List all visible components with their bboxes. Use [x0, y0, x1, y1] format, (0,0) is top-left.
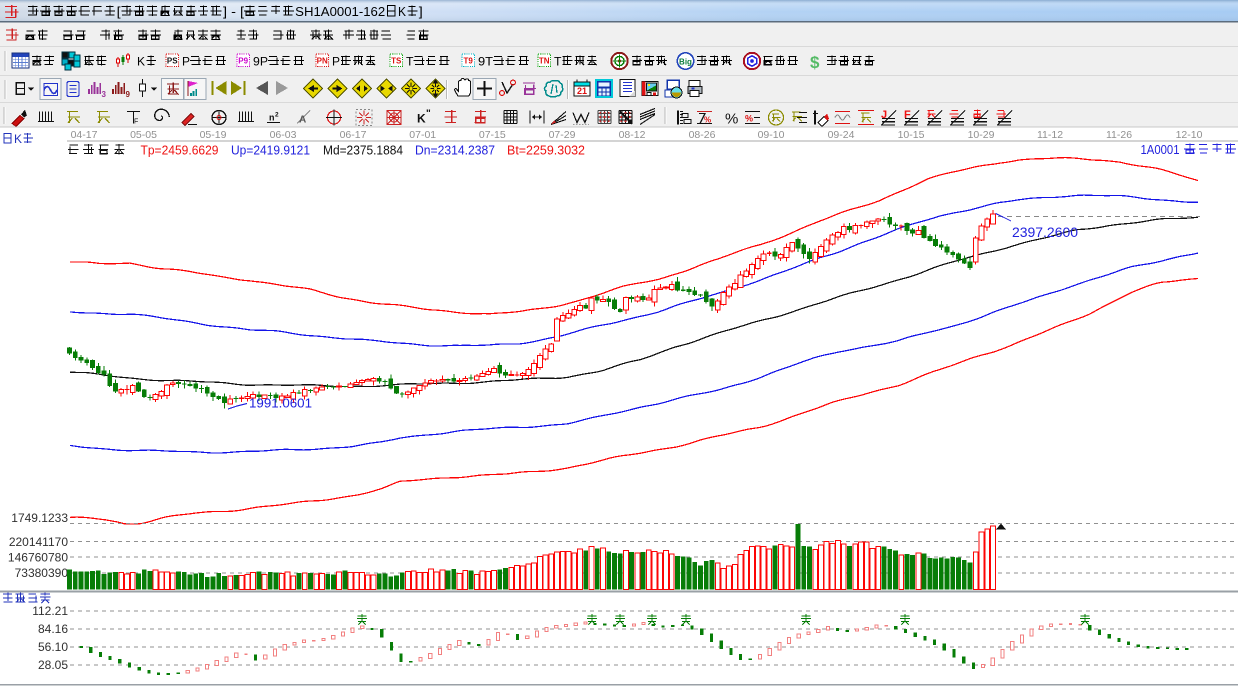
svg-text:Dn=2314.2387: Dn=2314.2387 — [415, 144, 495, 158]
svg-text:06-03: 06-03 — [270, 129, 297, 141]
svg-text:56.10: 56.10 — [38, 640, 68, 654]
svg-text:07-29: 07-29 — [549, 129, 576, 141]
svg-text:05-19: 05-19 — [200, 129, 227, 141]
svg-text:n: n — [269, 113, 275, 123]
svg-text:[: [ — [117, 4, 121, 19]
svg-text:04-17: 04-17 — [71, 129, 98, 141]
svg-text:$: $ — [810, 53, 820, 72]
svg-text:11-12: 11-12 — [1037, 129, 1063, 141]
svg-text:1991.0601: 1991.0601 — [249, 396, 312, 411]
svg-text:07-01: 07-01 — [409, 129, 436, 141]
svg-text:F: F — [134, 119, 138, 126]
svg-text:PS: PS — [167, 57, 178, 66]
svg-text:%: % — [725, 111, 738, 128]
svg-text:%: % — [745, 114, 753, 124]
svg-text:] - [: ] - [ — [223, 4, 244, 19]
svg-text:]: ] — [419, 4, 423, 19]
svg-text:K: K — [14, 132, 22, 146]
svg-text:9T: 9T — [478, 55, 493, 69]
svg-text:73380390: 73380390 — [15, 566, 69, 580]
svg-text:9P: 9P — [253, 55, 268, 69]
svg-text:09-10: 09-10 — [758, 129, 785, 141]
svg-text:%: % — [704, 116, 711, 125]
svg-text:10-29: 10-29 — [968, 129, 995, 141]
svg-text:10-15: 10-15 — [898, 129, 925, 141]
svg-text:21: 21 — [577, 86, 587, 96]
svg-text:08-26: 08-26 — [689, 129, 716, 141]
svg-text:Up=2419.9121: Up=2419.9121 — [231, 144, 310, 158]
svg-text:Big: Big — [679, 58, 692, 67]
svg-text:J: J — [881, 109, 887, 121]
svg-text:2397.2600: 2397.2600 — [1012, 225, 1078, 240]
svg-text:Tp=2459.6629: Tp=2459.6629 — [141, 144, 219, 158]
svg-text:2: 2 — [275, 112, 279, 119]
svg-text:84.16: 84.16 — [38, 622, 68, 636]
svg-text:Md=2375.1884: Md=2375.1884 — [323, 144, 403, 158]
svg-text:09-24: 09-24 — [828, 129, 855, 141]
svg-text:P9: P9 — [238, 57, 248, 66]
svg-text:12-10: 12-10 — [1176, 129, 1203, 141]
svg-text:T: T — [406, 55, 414, 69]
svg-text:9: 9 — [126, 90, 131, 99]
svg-text:112.21: 112.21 — [32, 604, 68, 618]
svg-text:220141170: 220141170 — [9, 535, 69, 549]
svg-text:08-12: 08-12 — [619, 129, 646, 141]
svg-text:07-15: 07-15 — [479, 129, 506, 141]
svg-text:28.05: 28.05 — [38, 658, 68, 672]
svg-text:F: F — [904, 109, 911, 121]
svg-text:11-26: 11-26 — [1106, 129, 1132, 141]
svg-text:1749.1233: 1749.1233 — [11, 511, 68, 525]
svg-text:06-17: 06-17 — [340, 129, 367, 141]
svg-text:PN: PN — [317, 57, 328, 66]
svg-text:K: K — [137, 55, 146, 69]
svg-text:05-05: 05-05 — [130, 129, 157, 141]
svg-text:K: K — [417, 112, 426, 126]
svg-text:P: P — [332, 55, 340, 69]
svg-text:K: K — [398, 4, 406, 19]
svg-text:Bt=2259.3032: Bt=2259.3032 — [507, 144, 585, 158]
svg-text:146760780: 146760780 — [8, 550, 68, 564]
svg-text:3: 3 — [102, 90, 107, 99]
svg-text:SH1A0001-162: SH1A0001-162 — [295, 4, 385, 19]
svg-text:P: P — [182, 55, 190, 69]
svg-text:": " — [426, 109, 431, 120]
svg-text:TS: TS — [391, 57, 402, 66]
svg-text:T: T — [554, 55, 562, 69]
svg-text:T9: T9 — [464, 57, 474, 66]
svg-text:TN: TN — [539, 57, 550, 66]
svg-text:1A0001: 1A0001 — [1141, 143, 1180, 157]
svg-text:A: A — [299, 115, 306, 126]
